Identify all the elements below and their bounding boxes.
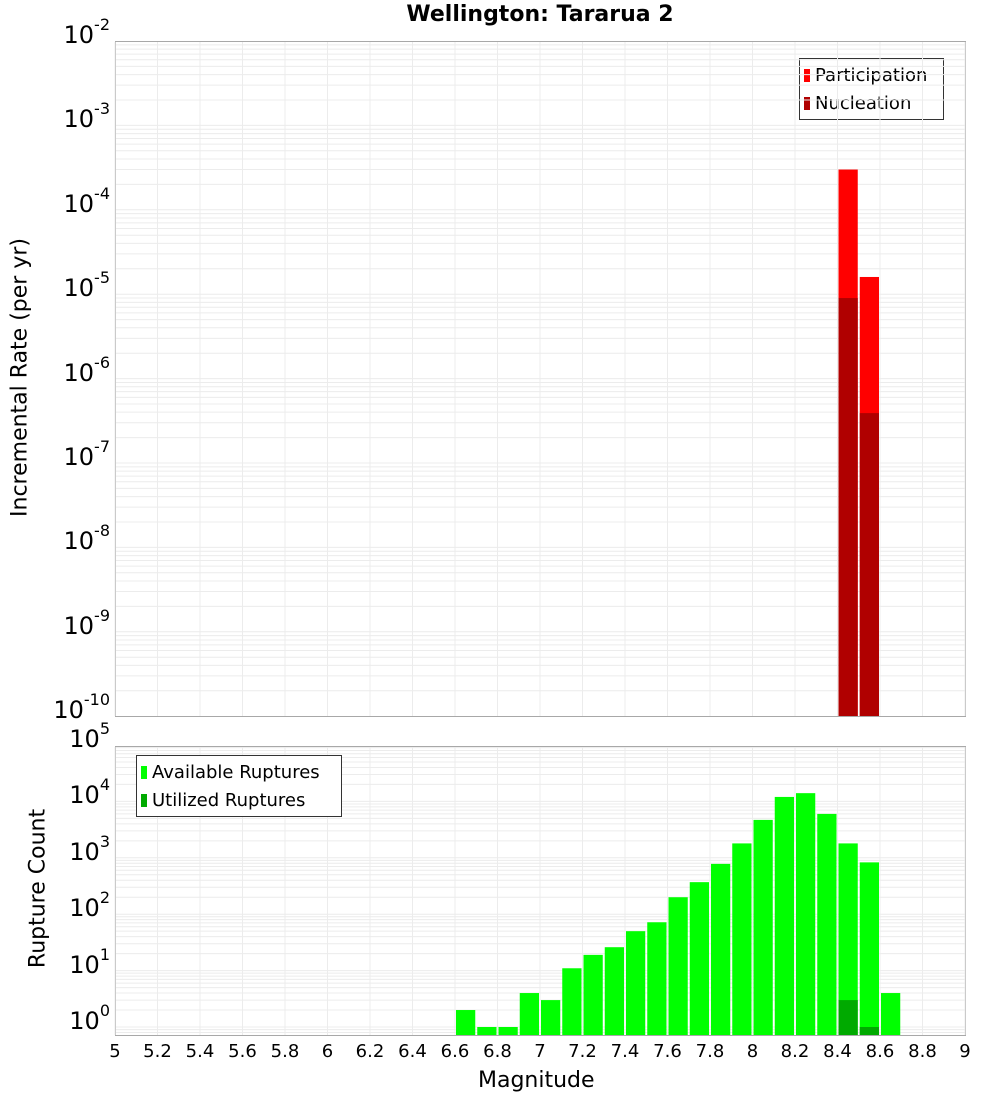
chart-figure: Wellington: Tararua 2 Incremental Rate (… bbox=[0, 0, 1000, 1100]
available-ruptures-bar bbox=[520, 993, 539, 1035]
utilized-ruptures-bar bbox=[860, 1027, 879, 1035]
available-ruptures-bar bbox=[754, 820, 773, 1035]
available-ruptures-bar bbox=[456, 1010, 475, 1035]
available-ruptures-bar bbox=[562, 968, 581, 1035]
legend-label: Available Ruptures bbox=[152, 762, 320, 783]
nucleation-bar bbox=[839, 298, 858, 716]
available-ruptures-bar bbox=[817, 814, 836, 1035]
available-ruptures-bar bbox=[881, 993, 900, 1035]
nucleation-bar bbox=[860, 413, 879, 716]
utilized-swatch bbox=[141, 794, 147, 807]
utilized-ruptures-bar bbox=[839, 1000, 858, 1035]
legend-item-available: Available Ruptures bbox=[141, 758, 337, 786]
available-swatch bbox=[141, 766, 147, 779]
bottom-legend: Available Ruptures Utilized Ruptures bbox=[136, 755, 342, 817]
legend-item-utilized: Utilized Ruptures bbox=[141, 786, 337, 814]
available-ruptures-bar bbox=[626, 931, 645, 1035]
available-ruptures-bar bbox=[477, 1027, 496, 1035]
available-ruptures-bar bbox=[499, 1027, 518, 1035]
available-ruptures-bar bbox=[775, 797, 794, 1035]
legend-label: Utilized Ruptures bbox=[152, 790, 305, 811]
available-ruptures-bar bbox=[860, 862, 879, 1035]
available-ruptures-bar bbox=[711, 864, 730, 1035]
available-ruptures-bar bbox=[669, 897, 688, 1035]
available-ruptures-bar bbox=[796, 793, 815, 1035]
available-ruptures-bar bbox=[732, 843, 751, 1035]
bars-layer bbox=[0, 0, 1000, 1100]
available-ruptures-bar bbox=[541, 1000, 560, 1035]
available-ruptures-bar bbox=[647, 922, 666, 1035]
available-ruptures-bar bbox=[605, 947, 624, 1035]
available-ruptures-bar bbox=[690, 882, 709, 1035]
available-ruptures-bar bbox=[584, 955, 603, 1035]
